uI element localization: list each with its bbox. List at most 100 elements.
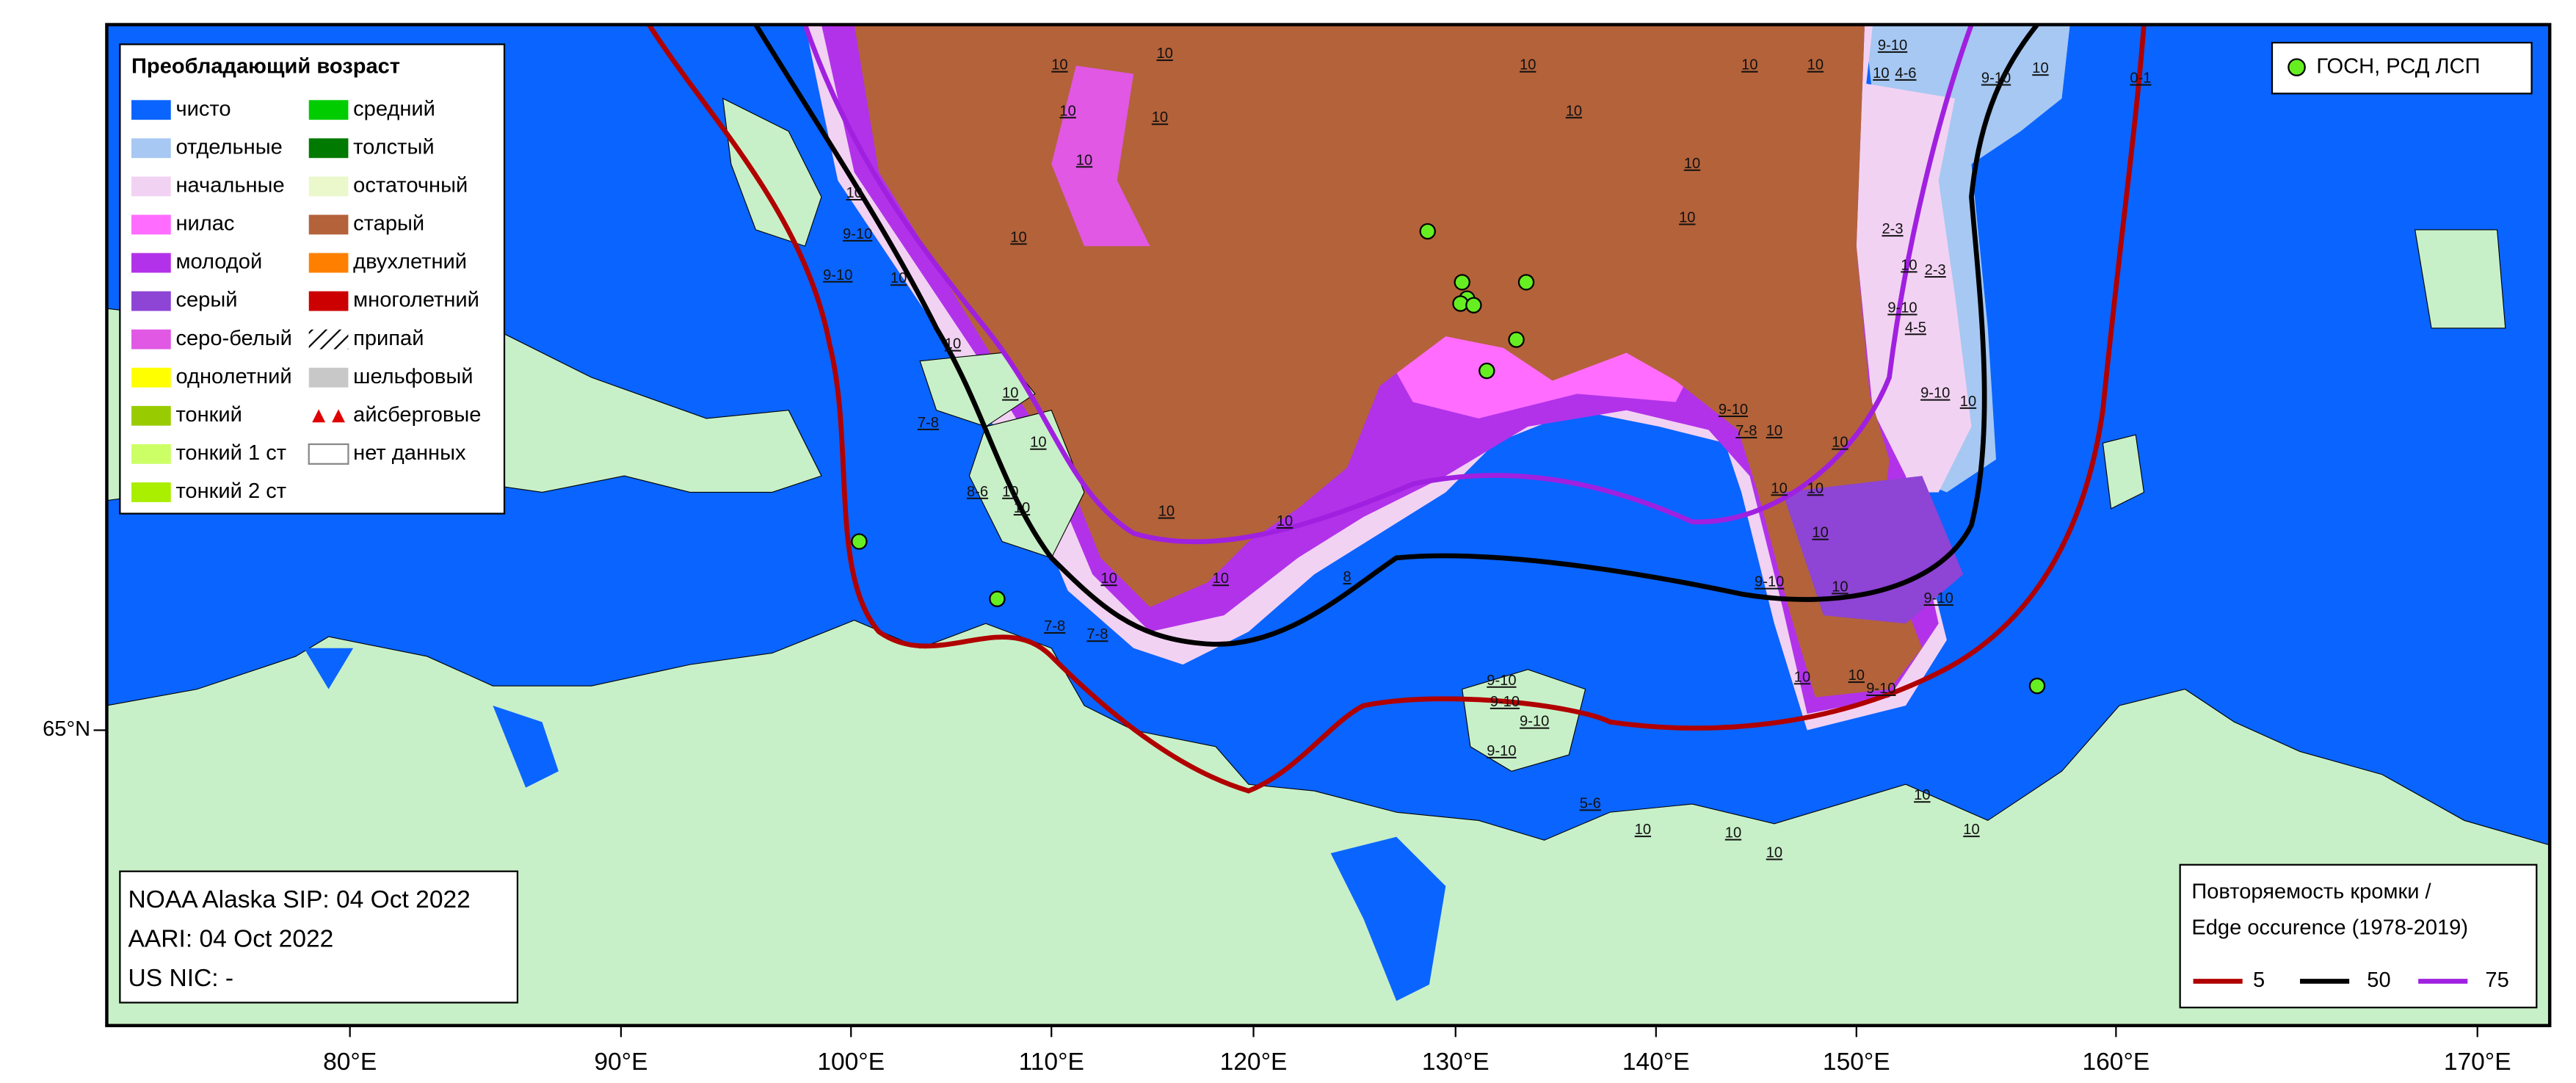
station [989,590,1006,607]
edge-legend-title: Edge occurence (1978-2019) [2191,916,2468,940]
station [1508,331,1525,348]
ice-label: 10 [1960,394,1976,410]
ice-label: 10 [1277,513,1293,529]
ice-label: 10 [1771,480,1787,496]
legend-swatch [131,214,171,235]
station [1465,297,1482,314]
ice-label: 10 [1963,822,1979,838]
legend-label: старый [353,212,424,236]
ice-label: 7-8 [1044,618,1065,634]
legend-swatch [308,138,349,159]
info-line: US NIC: - [128,965,234,992]
ice-label: 10 [1725,825,1741,841]
ice-label: 10 [1635,822,1651,838]
ice-label: 4-6 [1895,65,1916,82]
ice-label: 10 [1914,787,1930,803]
ice-label: 10 [1152,109,1168,126]
legend-box: Преобладающий возраст чисто отдельные нача… [119,43,506,515]
ice-label: 10 [1213,571,1229,587]
info-frame [119,870,519,1004]
ice-label: 9-10 [1866,681,1895,697]
legend-label: двухлетний [353,250,467,274]
ice-label: 10 [1002,385,1018,402]
station [1479,362,1495,380]
legend-swatch [131,367,171,388]
legend-swatch [308,253,349,273]
ice-label: 10 [1520,57,1536,73]
info-box: NOAA Alaska SIP: 04 Oct 2022 AARI: 04 Oc… [119,870,519,1004]
ice-label: 2-3 [1925,262,1946,278]
ice-label: 9-10 [1878,37,1907,54]
x-axis-label: 170°E [2444,1048,2511,1076]
legend-label: шельфовый [353,365,473,388]
station [1419,222,1436,240]
x-axis-label: 140°E [1622,1048,1690,1076]
legend-label: нилас [175,212,234,236]
map-frame [105,23,2552,1028]
legend-label: припай [353,327,424,350]
ice-label: 10 [1566,103,1582,119]
edge-line-50 [753,24,2039,647]
legend-swatch [308,100,349,120]
x-axis-label: 80°E [323,1048,377,1076]
ice-area [1782,476,1964,624]
ice-label: 10 [945,336,961,352]
ice-label: 10 [1794,669,1810,685]
legend-label: средний [353,97,435,120]
legend-label: тонкий 1 ст [175,441,286,465]
ice-label: 8 [1343,569,1351,585]
legend-label: тонкий 2 ст [175,479,286,503]
legend-swatch [131,100,171,120]
ice-label: 9-10 [1924,590,1953,606]
x-axis-label: 130°E [1422,1048,1490,1076]
ice-label: 10 [1766,844,1782,861]
legend-swatch [131,405,171,426]
ice-label: 10 [1076,152,1092,168]
ice-label: 10 [1812,525,1828,541]
ice-label: 10 [1848,667,1865,684]
legend-swatch [308,176,349,197]
legend-label: чисто [175,97,231,120]
ice-label: 7-8 [1735,423,1757,439]
legend-swatch [131,443,171,464]
ice-label: 10 [1156,46,1172,62]
legend-label: однолетний [175,365,291,388]
legend-swatch [131,329,171,349]
legend-swatch [308,405,349,426]
ice-label: 10 [1832,579,1848,595]
y-axis-label: 65°N [43,717,90,741]
ice-label: 10 [1807,57,1824,73]
edge-line-75 [802,24,1974,545]
ice-label: 10 [1873,65,1889,82]
edge-legend: Повторяемость кромки / Edge occurence (1… [2179,863,2538,1009]
ice-label: 10 [2032,60,2048,76]
ice-label: 0-1 [2130,70,2151,87]
x-axis-label: 90°E [594,1048,647,1076]
x-axis-label: 100°E [817,1048,885,1076]
edge-legend-label: 5 [2253,968,2265,992]
edge-legend-label: 75 [2485,968,2508,992]
station-legend: ГОСН, РСД ЛСП [2271,41,2533,95]
land [106,620,2550,1026]
x-axis-label: 150°E [1823,1048,1890,1076]
ice-label: 8-6 [967,484,988,500]
ice-label: 10 [1002,484,1018,500]
ice-label: 5-6 [1580,795,1601,811]
ice-label: 9-10 [1887,300,1917,316]
ice-label: 10 [1684,156,1700,172]
ice-label: 10 [1051,57,1067,73]
legend-swatch [131,291,171,311]
legend-label: многолетний [353,289,479,312]
ice-label: 9-10 [1920,385,1950,402]
legend-swatch [131,138,171,159]
legend-swatch [312,409,345,423]
ice-label: 7-8 [1086,626,1108,642]
legend-label: молодой [175,250,262,274]
station [851,533,868,550]
ice-label: 9-10 [1487,743,1516,759]
ice-label: 10 [1100,571,1117,587]
legend-swatch [131,253,171,273]
ice-label: 2-3 [1882,221,1903,237]
